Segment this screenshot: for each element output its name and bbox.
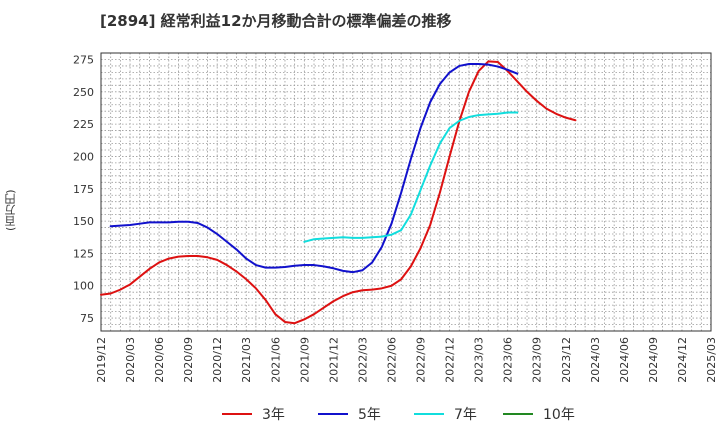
legend-item: 7年 xyxy=(414,402,477,426)
x-tick-label: 2022/09 xyxy=(415,337,428,383)
x-tick-label: 2025/03 xyxy=(705,337,718,383)
legend-item: 10年 xyxy=(503,402,575,426)
x-tick-label: 2022/03 xyxy=(356,337,369,383)
y-tick-label: 250 xyxy=(73,86,94,99)
y-tick-label: 175 xyxy=(73,183,94,196)
legend-swatch xyxy=(318,413,348,415)
x-tick-label: 2023/09 xyxy=(531,337,544,383)
x-tick-label: 2020/06 xyxy=(153,337,166,383)
plot-frame xyxy=(100,52,712,332)
legend-item: 3年 xyxy=(222,402,285,426)
x-tick-label: 2023/06 xyxy=(502,337,515,383)
x-tick-label: 2024/09 xyxy=(647,337,660,383)
legend-label: 5年 xyxy=(358,407,381,423)
series-line-3 xyxy=(303,111,519,243)
legend-label: 10年 xyxy=(543,407,575,423)
x-tick-label: 2024/06 xyxy=(618,337,631,383)
series-line-1 xyxy=(100,60,577,325)
legend-swatch xyxy=(414,413,444,415)
legend-item: 5年 xyxy=(318,402,381,426)
legend-label: 3年 xyxy=(262,407,285,423)
legend-swatch xyxy=(503,413,533,415)
chart-title: [2894] 経常利益12か月移動合計の標準偏差の推移 xyxy=(100,12,452,30)
y-tick-label: 275 xyxy=(73,53,94,66)
legend: 3年 5年 7年 10年 xyxy=(0,402,720,426)
x-tick-label: 2023/12 xyxy=(560,337,573,383)
y-tick-label: 125 xyxy=(73,247,94,260)
x-tick-label: 2021/12 xyxy=(327,337,340,383)
y-tick-label: 150 xyxy=(73,215,94,228)
legend-label: 7年 xyxy=(454,407,477,423)
x-tick-label: 2024/12 xyxy=(676,337,689,383)
x-tick-label: 2022/12 xyxy=(444,337,457,383)
y-tick-label: 100 xyxy=(73,280,94,293)
plot-background xyxy=(101,53,711,331)
y-tick-label: 200 xyxy=(73,150,94,163)
x-tick-label: 2020/03 xyxy=(124,337,137,383)
series-line-2 xyxy=(109,62,519,274)
x-tick-label: 2020/09 xyxy=(182,337,195,383)
x-tick-label: 2021/09 xyxy=(298,337,311,383)
y-tick-label: 225 xyxy=(73,118,94,131)
x-tick-label: 2023/03 xyxy=(473,337,486,383)
x-tick-label: 2021/06 xyxy=(269,337,282,383)
y-tick-label: 75 xyxy=(80,312,94,325)
x-tick-label: 2021/03 xyxy=(240,337,253,383)
x-tick-label: 2022/06 xyxy=(385,337,398,383)
x-tick-label: 2020/12 xyxy=(211,337,224,383)
x-tick-label: 2019/12 xyxy=(95,337,108,383)
x-tick-label: 2024/03 xyxy=(589,337,602,383)
legend-swatch xyxy=(222,413,252,415)
